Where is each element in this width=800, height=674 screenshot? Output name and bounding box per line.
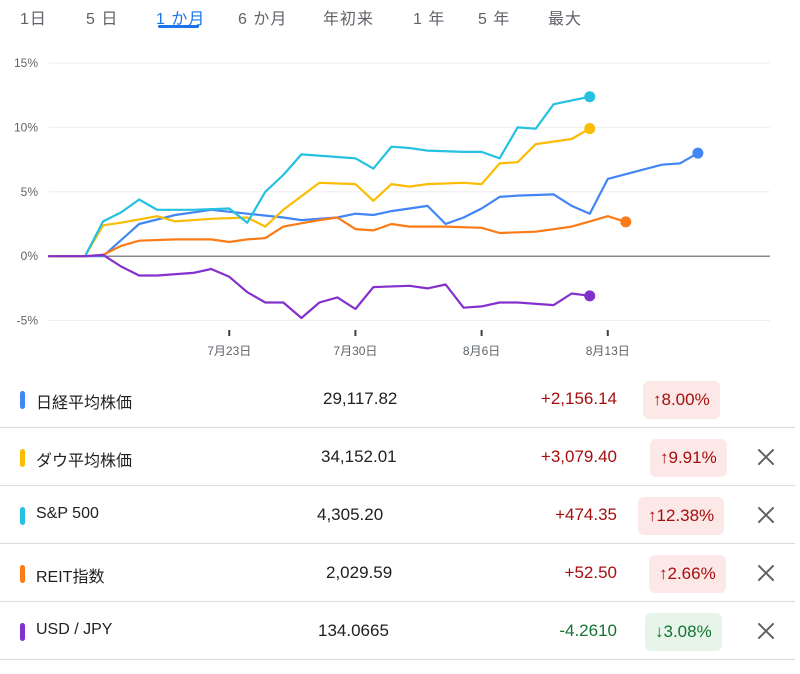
row-change: -4.2610 [559, 621, 617, 640]
series-line-2 [47, 127, 591, 258]
row-percent-value: 12.38% [656, 506, 715, 525]
x-tick-label: 7月23日 [207, 344, 251, 358]
table-row[interactable]: 日経平均株価 29,117.82 +2,156.14 ↑8.00% [0, 370, 795, 428]
row-name: S&P 500 [36, 505, 99, 522]
row-name: REIT指数 [36, 569, 105, 586]
row-percent-badge: ↑2.66% [649, 555, 726, 593]
tab-1-year[interactable]: 1 年 [413, 11, 446, 28]
y-tick-label: 0% [21, 249, 39, 263]
tab-1-day[interactable]: 1日 [20, 11, 47, 28]
row-price: 29,117.82 [323, 389, 398, 408]
row-percent-badge: ↓3.08% [645, 613, 722, 651]
series-color-marker [20, 507, 25, 525]
series-line-3 [47, 95, 591, 258]
row-price: 134.0665 [318, 621, 389, 640]
comparison-line-chart: -5% 0% 5% 10% 15% 7月23日 7月30日 8月6日 8月13日 [14, 56, 770, 358]
active-tab-indicator [158, 25, 199, 28]
range-tabs: 1日 5 日 1 か月 6 か月 年初来 1 年 5 年 最大 [0, 0, 800, 40]
row-percent-badge: ↑9.91% [650, 439, 727, 477]
row-change: +3,079.40 [540, 447, 617, 466]
tab-5-years[interactable]: 5 年 [478, 11, 511, 28]
table-row[interactable]: USD / JPY 134.0665 -4.2610 ↓3.08% [0, 602, 795, 660]
tab-year-to-date[interactable]: 年初来 [323, 11, 375, 28]
series-color-marker [20, 449, 25, 467]
row-price: 4,305.20 [317, 505, 384, 524]
y-tick-label: 10% [14, 120, 38, 134]
row-percent-badge: ↑8.00% [643, 381, 720, 419]
series-end-point-3 [584, 91, 596, 103]
row-percent-value: 3.08% [663, 622, 712, 641]
series-color-marker [20, 623, 25, 641]
row-change: +2,156.14 [540, 389, 617, 408]
row-percent-value: 8.00% [661, 390, 710, 409]
table-row[interactable]: ダウ平均株価 34,152.01 +3,079.40 ↑9.91% [0, 428, 795, 486]
table-row[interactable]: S&P 500 4,305.20 +474.35 ↑12.38% [0, 486, 795, 544]
y-tick-label: -5% [17, 314, 39, 328]
tab-max[interactable]: 最大 [548, 11, 583, 28]
remove-row-close-icon[interactable] [754, 445, 778, 469]
arrow-up-icon: ↑ [653, 390, 662, 409]
series-color-marker [20, 565, 25, 583]
series-color-marker [20, 391, 25, 409]
y-tick-label: 15% [14, 56, 38, 70]
row-percent-value: 9.91% [668, 448, 717, 467]
series-end-point-4 [620, 216, 632, 228]
tab-1-month[interactable]: 1 か月 [156, 11, 206, 28]
series-end-point-2 [584, 123, 596, 135]
row-name: 日経平均株価 [36, 395, 133, 412]
row-percent-badge: ↑12.38% [638, 497, 725, 535]
series-line-5 [47, 253, 591, 320]
row-price: 2,029.59 [326, 563, 393, 582]
tab-5-days[interactable]: 5 日 [86, 11, 119, 28]
x-tick-label: 8月13日 [586, 344, 630, 358]
table-row[interactable]: REIT指数 2,029.59 +52.50 ↑2.66% [0, 544, 795, 602]
arrow-up-icon: ↑ [659, 564, 668, 583]
arrow-up-icon: ↑ [648, 506, 657, 525]
row-percent-value: 2.66% [667, 564, 716, 583]
row-name: ダウ平均株価 [36, 453, 133, 470]
row-change: +474.35 [555, 505, 617, 524]
series-end-point-5 [584, 290, 596, 302]
x-tick-label: 8月6日 [463, 344, 500, 358]
series-line-4 [47, 215, 627, 258]
series-end-point-1 [692, 147, 704, 159]
x-tick-label: 7月30日 [333, 344, 377, 358]
series-line-1 [47, 151, 700, 258]
arrow-down-icon: ↓ [655, 622, 664, 641]
row-change: +52.50 [564, 563, 617, 582]
remove-row-close-icon[interactable] [754, 503, 778, 527]
remove-row-close-icon[interactable] [754, 561, 778, 585]
y-tick-label: 5% [21, 185, 39, 199]
row-name: USD / JPY [36, 621, 113, 638]
row-price: 34,152.01 [321, 447, 397, 466]
tab-6-months[interactable]: 6 か月 [238, 11, 288, 28]
arrow-up-icon: ↑ [660, 448, 669, 467]
remove-row-close-icon[interactable] [754, 619, 778, 643]
